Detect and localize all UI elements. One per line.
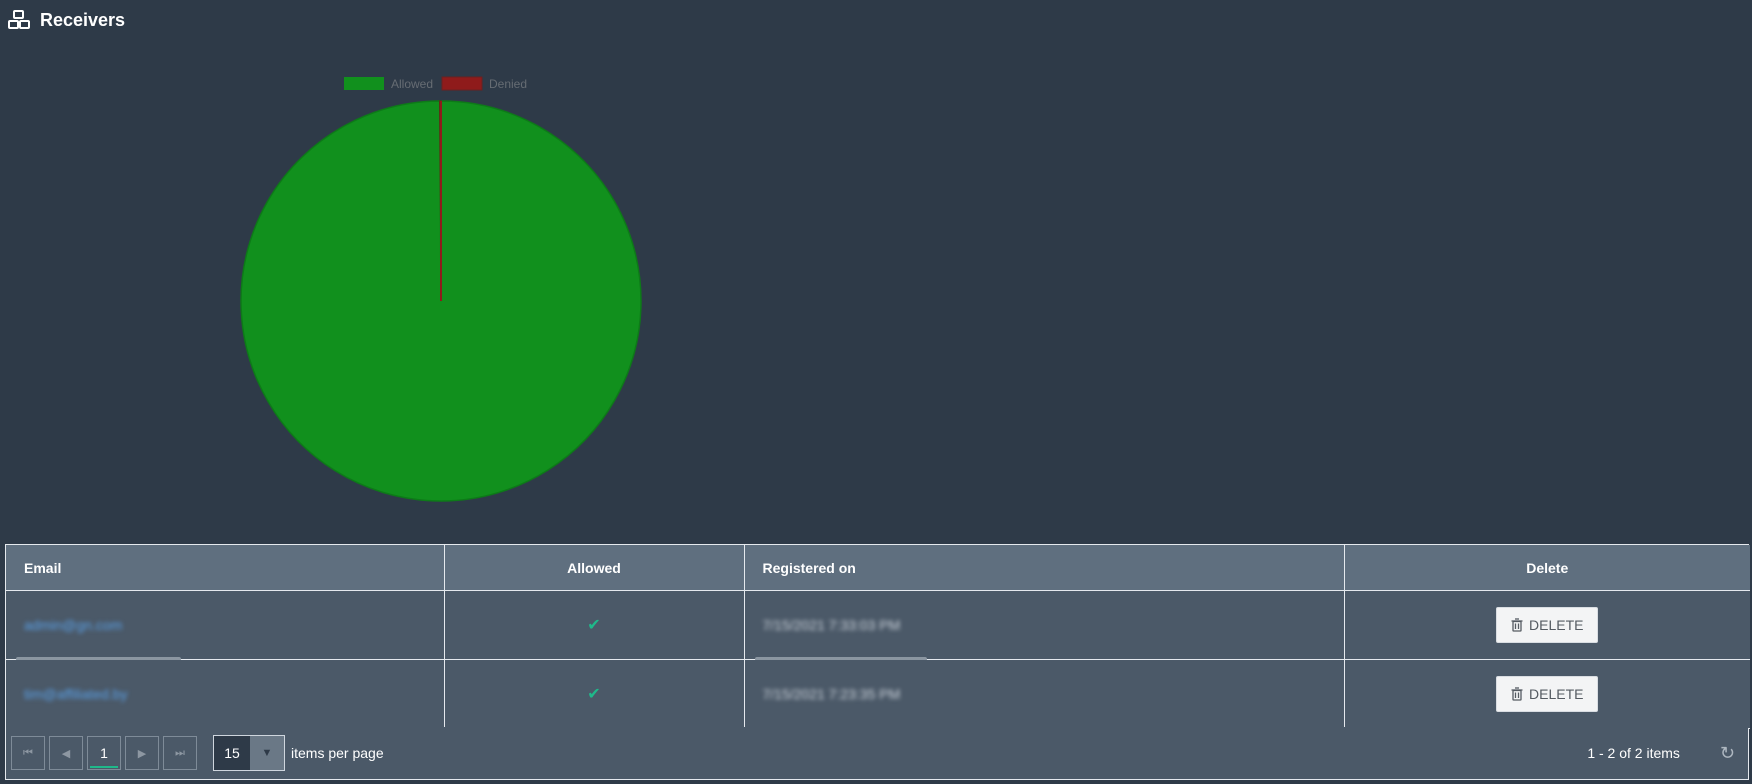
registered-cell: 7/15/2021 7:33:03 PM (744, 590, 1345, 661)
last-page-icon: ⏭ (175, 746, 185, 759)
next-page-button[interactable]: ▶ (125, 736, 159, 770)
table-row: tim@affiliated.by ✔ 7/15/2021 7:23:35 PM (6, 659, 1750, 729)
legend-swatch-allowed[interactable] (344, 77, 384, 90)
pager-info: 1 - 2 of 2 items (1587, 745, 1680, 761)
delete-button-label: DELETE (1529, 686, 1584, 702)
registered-date: 7/15/2021 7:23:35 PM (762, 686, 901, 702)
first-page-icon: ⏮ (23, 746, 33, 759)
check-icon: ✔ (587, 617, 601, 634)
trash-icon (1511, 618, 1523, 632)
page-size-value: 15 (214, 736, 250, 770)
email-link[interactable]: admin@gn.com (24, 617, 123, 633)
pie-chart: Allowed Denied (0, 40, 900, 540)
page-title: Receivers (40, 9, 126, 30)
first-page-button[interactable]: ⏮ (11, 736, 45, 770)
legend-label-denied[interactable]: Denied (489, 77, 527, 91)
receivers-table: Email Allowed Registered on Delete admin… (6, 545, 1750, 729)
registered-date: 7/15/2021 7:33:03 PM (762, 617, 901, 633)
page-header: Receivers (8, 8, 125, 32)
trash-icon (1511, 687, 1523, 701)
column-header-registered[interactable]: Registered on (744, 545, 1345, 591)
pager: ⏮ ◀ 1 ▶ ⏭ 15 ▼ items per page 1 - 2 of 2… (6, 727, 1748, 779)
legend-label-allowed[interactable]: Allowed (391, 77, 433, 91)
column-header-allowed[interactable]: Allowed (444, 545, 745, 591)
registered-cell: 7/15/2021 7:23:35 PM (744, 659, 1345, 729)
delete-button[interactable]: DELETE (1496, 607, 1599, 643)
email-cell: admin@gn.com (6, 590, 445, 661)
refresh-icon[interactable]: ↻ (1719, 742, 1735, 763)
delete-cell: DELETE (1344, 590, 1750, 660)
table-row: admin@gn.com ✔ 7/15/2021 7:33:03 PM (6, 590, 1750, 661)
redaction-bar (16, 657, 181, 661)
column-header-delete: Delete (1344, 545, 1750, 591)
current-page[interactable]: 1 (87, 736, 121, 770)
column-header-email[interactable]: Email (6, 545, 445, 591)
prev-page-button[interactable]: ◀ (49, 736, 83, 770)
last-page-button[interactable]: ⏭ (163, 736, 197, 770)
receivers-grid: Email Allowed Registered on Delete admin… (5, 544, 1750, 780)
chevron-down-icon[interactable]: ▼ (250, 736, 284, 770)
delete-button[interactable]: DELETE (1496, 676, 1599, 712)
page-size-select[interactable]: 15 ▼ (213, 735, 285, 771)
table-header-row: Email Allowed Registered on Delete (6, 545, 1750, 591)
items-per-page-label: items per page (291, 745, 384, 761)
redaction-bar (754, 657, 927, 661)
legend-swatch-denied[interactable] (441, 76, 483, 91)
delete-button-label: DELETE (1529, 617, 1584, 633)
email-link[interactable]: tim@affiliated.by (24, 686, 128, 702)
allowed-cell: ✔ (444, 659, 745, 729)
allowed-cell: ✔ (444, 590, 745, 660)
email-cell: tim@affiliated.by (6, 659, 445, 729)
cubes-icon (8, 10, 30, 29)
prev-page-icon: ◀ (61, 747, 71, 760)
check-icon: ✔ (587, 686, 601, 703)
next-page-icon: ▶ (137, 747, 147, 760)
delete-cell: DELETE (1344, 659, 1750, 729)
